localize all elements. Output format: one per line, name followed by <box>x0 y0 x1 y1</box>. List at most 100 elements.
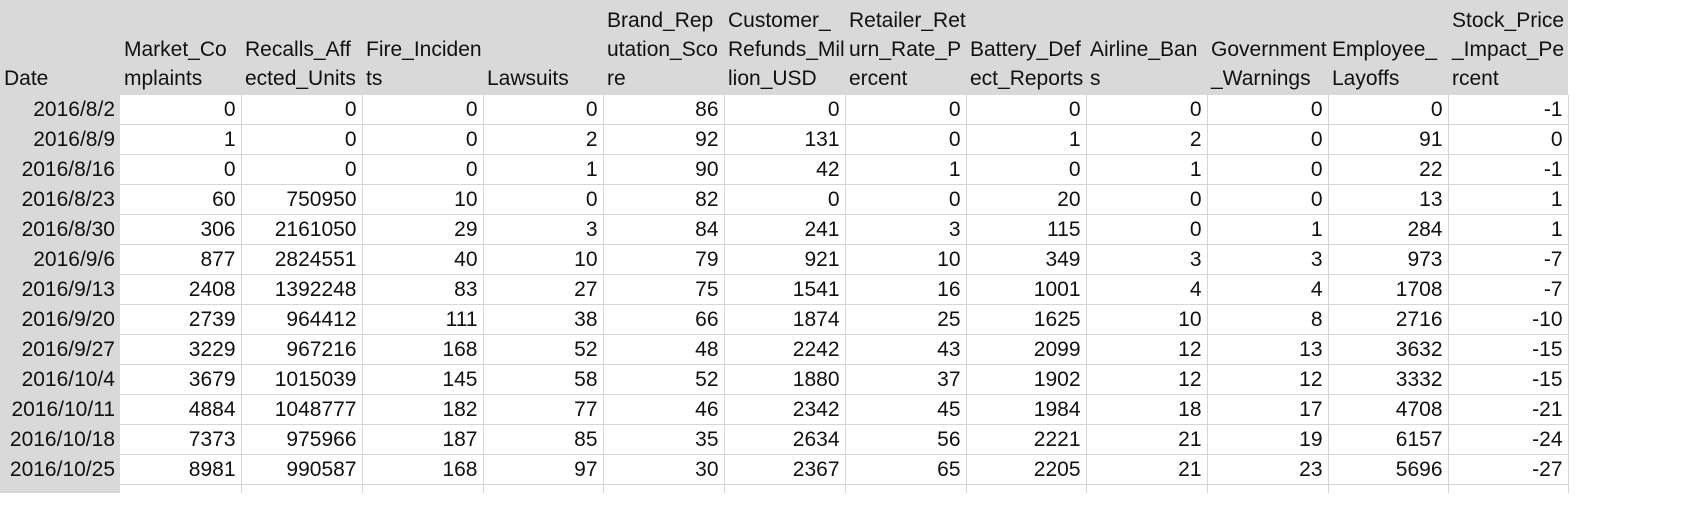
date-cell[interactable]: 2016/10/11 <box>0 394 120 425</box>
table-cell[interactable]: 60 <box>120 184 242 215</box>
table-cell[interactable]: -15 <box>1448 334 1569 365</box>
table-cell[interactable]: 0 <box>1086 184 1208 215</box>
table-cell[interactable]: 40 <box>362 244 484 275</box>
empty-cell[interactable] <box>966 484 1087 493</box>
table-cell[interactable]: 964412 <box>241 304 363 335</box>
table-cell[interactable]: -15 <box>1448 364 1569 395</box>
table-cell[interactable]: 4884 <box>120 394 242 425</box>
table-cell[interactable]: 29 <box>362 214 484 245</box>
column-header-stock-price-impact[interactable]: Stock_Price_Impact_Percent <box>1448 0 1568 95</box>
table-cell[interactable]: 0 <box>966 95 1087 125</box>
table-cell[interactable]: 58 <box>483 364 604 395</box>
table-cell[interactable]: 3332 <box>1328 364 1449 395</box>
table-cell[interactable]: 0 <box>241 124 363 155</box>
table-cell[interactable]: 13 <box>1328 184 1449 215</box>
table-cell[interactable]: 1902 <box>966 364 1087 395</box>
table-cell[interactable]: 56 <box>845 424 967 455</box>
table-cell[interactable]: 967216 <box>241 334 363 365</box>
table-cell[interactable]: 10 <box>362 184 484 215</box>
date-cell[interactable]: 2016/8/16 <box>0 154 120 185</box>
table-cell[interactable]: 975966 <box>241 424 363 455</box>
table-cell[interactable]: 182 <box>362 394 484 425</box>
table-cell[interactable]: 82 <box>603 184 725 215</box>
table-cell[interactable]: 1001 <box>966 274 1087 305</box>
table-cell[interactable]: 1 <box>1448 214 1569 245</box>
empty-cell[interactable] <box>724 484 846 493</box>
table-cell[interactable]: 750950 <box>241 184 363 215</box>
table-cell[interactable]: 65 <box>845 454 967 485</box>
column-header-recalls-affected-units[interactable]: Recalls_Affected_Units <box>241 0 362 95</box>
table-cell[interactable]: -10 <box>1448 304 1569 335</box>
table-cell[interactable]: 2634 <box>724 424 846 455</box>
table-cell[interactable]: 83 <box>362 274 484 305</box>
table-cell[interactable]: 45 <box>845 394 967 425</box>
table-cell[interactable]: 0 <box>1086 95 1208 125</box>
date-cell[interactable]: 2016/10/4 <box>0 364 120 395</box>
table-cell[interactable]: 12 <box>1086 334 1208 365</box>
table-cell[interactable]: 4 <box>1086 274 1208 305</box>
table-cell[interactable]: 2205 <box>966 454 1087 485</box>
empty-cell[interactable] <box>845 484 967 493</box>
table-cell[interactable]: 2716 <box>1328 304 1449 335</box>
column-header-government-warnings[interactable]: Government_Warnings <box>1207 0 1328 95</box>
table-cell[interactable]: 0 <box>120 154 242 185</box>
table-cell[interactable]: 0 <box>362 95 484 125</box>
table-cell[interactable]: 4708 <box>1328 394 1449 425</box>
empty-cell[interactable] <box>603 484 725 493</box>
table-cell[interactable]: 1015039 <box>241 364 363 395</box>
table-cell[interactable]: -7 <box>1448 274 1569 305</box>
table-cell[interactable]: 2 <box>1086 124 1208 155</box>
empty-cell[interactable] <box>1448 484 1569 493</box>
table-cell[interactable]: -21 <box>1448 394 1569 425</box>
table-cell[interactable]: 1 <box>1207 214 1329 245</box>
table-cell[interactable]: -1 <box>1448 154 1569 185</box>
table-cell[interactable]: 0 <box>1207 95 1329 125</box>
table-cell[interactable]: 3 <box>1207 244 1329 275</box>
table-cell[interactable]: 0 <box>1207 154 1329 185</box>
table-cell[interactable]: 0 <box>845 95 967 125</box>
table-cell[interactable]: 1984 <box>966 394 1087 425</box>
table-cell[interactable]: 19 <box>1207 424 1329 455</box>
table-cell[interactable]: 2408 <box>120 274 242 305</box>
table-cell[interactable]: 0 <box>483 95 604 125</box>
table-cell[interactable]: 25 <box>845 304 967 335</box>
table-cell[interactable]: 1 <box>483 154 604 185</box>
empty-cell[interactable] <box>1328 484 1449 493</box>
table-cell[interactable]: 0 <box>483 184 604 215</box>
table-cell[interactable]: 38 <box>483 304 604 335</box>
empty-cell[interactable] <box>362 484 484 493</box>
table-cell[interactable]: 10 <box>1086 304 1208 335</box>
table-cell[interactable]: 5696 <box>1328 454 1449 485</box>
table-cell[interactable]: 1874 <box>724 304 846 335</box>
table-cell[interactable]: 2824551 <box>241 244 363 275</box>
table-cell[interactable]: 77 <box>483 394 604 425</box>
date-cell[interactable]: 2016/10/18 <box>0 424 120 455</box>
date-cell[interactable] <box>0 484 120 493</box>
table-cell[interactable]: 1048777 <box>241 394 363 425</box>
table-cell[interactable]: 90 <box>603 154 725 185</box>
table-cell[interactable]: 921 <box>724 244 846 275</box>
table-cell[interactable]: 0 <box>362 124 484 155</box>
empty-cell[interactable] <box>120 484 242 493</box>
column-header-date[interactable]: Date <box>0 0 120 95</box>
table-cell[interactable]: 3 <box>845 214 967 245</box>
date-cell[interactable]: 2016/9/13 <box>0 274 120 305</box>
table-cell[interactable]: 10 <box>845 244 967 275</box>
table-cell[interactable]: 12 <box>1207 364 1329 395</box>
table-cell[interactable]: 3229 <box>120 334 242 365</box>
table-cell[interactable]: 8981 <box>120 454 242 485</box>
table-cell[interactable]: 4 <box>1207 274 1329 305</box>
table-cell[interactable]: 18 <box>1086 394 1208 425</box>
table-cell[interactable]: 877 <box>120 244 242 275</box>
table-cell[interactable]: 46 <box>603 394 725 425</box>
table-cell[interactable]: 0 <box>724 184 846 215</box>
date-cell[interactable]: 2016/8/30 <box>0 214 120 245</box>
date-cell[interactable]: 2016/9/6 <box>0 244 120 275</box>
table-cell[interactable]: 85 <box>483 424 604 455</box>
table-cell[interactable]: 37 <box>845 364 967 395</box>
table-cell[interactable]: 1880 <box>724 364 846 395</box>
column-header-fire-incidents[interactable]: Fire_Incidents <box>362 0 483 95</box>
table-cell[interactable]: 42 <box>724 154 846 185</box>
table-cell[interactable]: -1 <box>1448 95 1569 125</box>
table-cell[interactable]: 35 <box>603 424 725 455</box>
